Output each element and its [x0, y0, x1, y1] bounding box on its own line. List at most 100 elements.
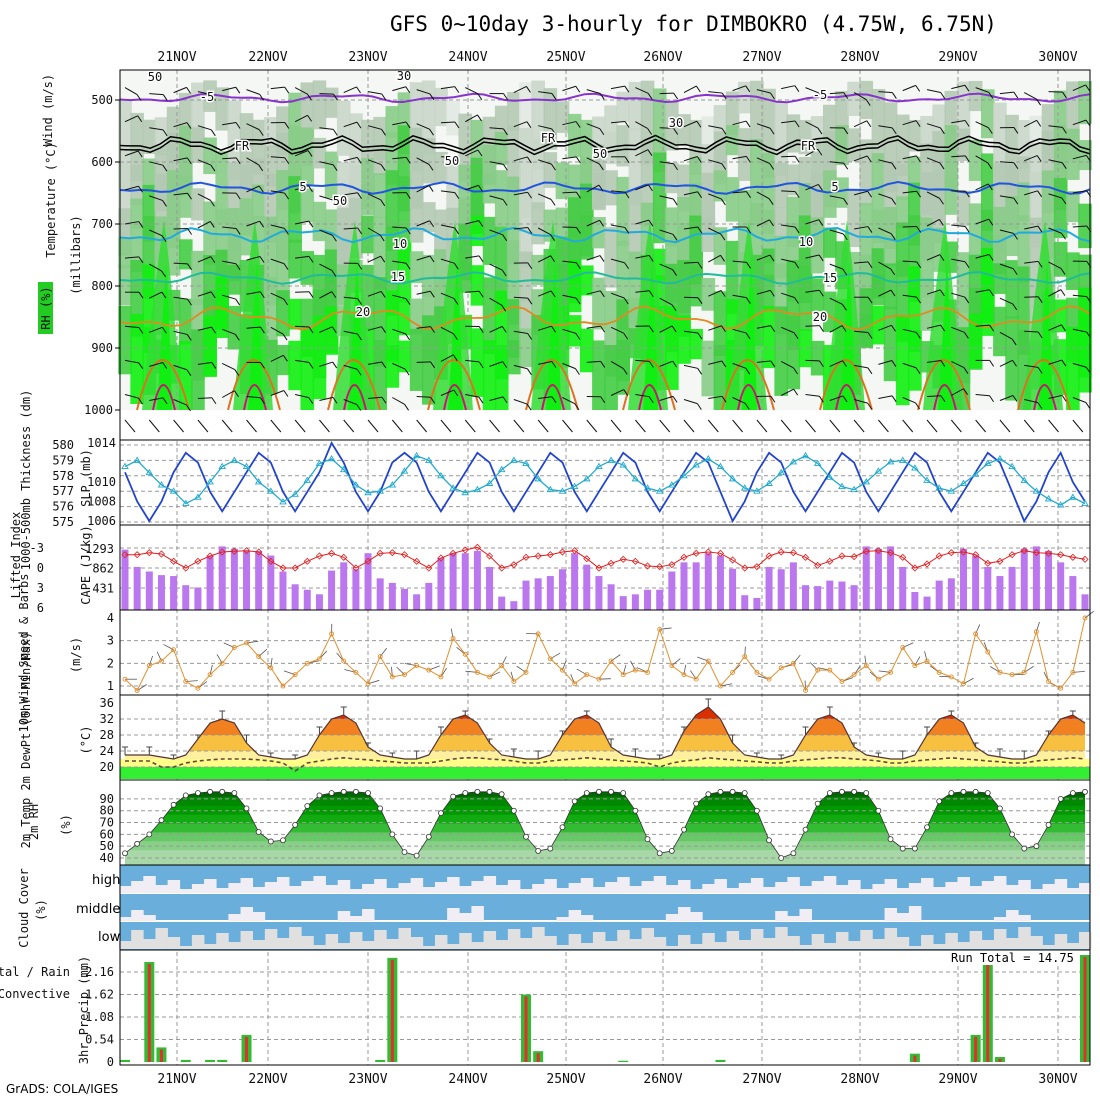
rh-shade-cell: [312, 80, 327, 130]
cape-bar: [777, 569, 785, 610]
date-top-21NOV: 21NOV: [157, 50, 196, 65]
cloud-low-bar: [119, 941, 132, 949]
wind-barb-feather: [745, 156, 751, 163]
thickness-point: [412, 451, 421, 459]
cloud-high-bar: [993, 876, 1007, 893]
thickness-point: [485, 479, 494, 486]
wind-barb: [295, 255, 310, 259]
wind10m-point: [219, 660, 225, 666]
wind-barb-feather: [405, 333, 410, 341]
rh-shade-cell: [665, 101, 679, 151]
wind-barb-feather: [818, 92, 823, 100]
wind-barb: [683, 226, 698, 230]
rh-shade-cell: [835, 125, 849, 166]
cloud-middle-bar: [337, 911, 351, 921]
cloud-high-bar: [556, 888, 569, 893]
wind-barb-feather: [527, 333, 533, 340]
lifted-index-point: [692, 549, 700, 557]
wind-barb: [975, 289, 990, 293]
rh-shade-cell: [956, 252, 971, 313]
cape-bar: [546, 576, 554, 610]
wind-barb: [391, 419, 403, 433]
rh-shade-cell: [494, 344, 509, 413]
cloud-high-bar: [131, 881, 144, 893]
wind10m-point: [596, 676, 602, 682]
wind-barb-feather: [307, 150, 313, 157]
wind-barb-feather: [333, 93, 338, 101]
wind-barb: [1024, 330, 1039, 333]
label-millibars: (millibars): [69, 215, 83, 294]
rh-shade-cell: [385, 106, 400, 138]
cape-bar: [267, 555, 275, 610]
wind-barb: [683, 155, 698, 162]
wind-barb-feather: [769, 219, 774, 227]
rh-shade-cell: [421, 254, 436, 298]
cloud-high-bar: [532, 884, 545, 893]
slp-tick-1014: 1014: [87, 436, 116, 450]
wind-barb: [270, 190, 285, 194]
cape-bar: [206, 555, 214, 610]
cloud-high-bar: [921, 878, 934, 893]
cloud-high-bar: [957, 877, 970, 893]
rh-shade-cell: [713, 227, 728, 265]
wind-barb: [562, 260, 577, 264]
wind-barb: [635, 254, 650, 259]
cloud-high-bar: [349, 889, 363, 893]
thickness-point: [534, 475, 542, 482]
wind-barb: [756, 89, 771, 94]
lifted-index-point: [911, 564, 919, 572]
wind-barb: [294, 114, 308, 123]
temp-band-mild: [120, 759, 1090, 767]
cloud-middle-bar: [131, 910, 144, 921]
lifted-index-point: [510, 561, 518, 569]
cloud-high-bar: [933, 887, 946, 893]
wind-barb-feather: [162, 129, 168, 137]
cloud-high-bar: [641, 881, 655, 893]
wind-barb-feather: [259, 291, 265, 299]
cape-bar: [449, 553, 457, 610]
cape-bar: [595, 576, 603, 610]
wind-barb: [951, 292, 965, 298]
cloud-low-bar: [896, 937, 910, 949]
wind-barb-feather: [817, 127, 823, 135]
wind-barb: [513, 227, 528, 230]
cloud-low-bar: [933, 944, 946, 949]
rh2m-point: [158, 817, 165, 824]
wind-barb: [197, 193, 211, 201]
wind-barb-feather: [161, 235, 167, 242]
rh-shade-cell: [895, 114, 910, 177]
wind-barb-feather: [501, 304, 507, 312]
cape-bar: [425, 582, 433, 610]
wind-barb: [756, 360, 771, 363]
wind-barb: [732, 260, 747, 263]
wind-barb-feather: [235, 192, 241, 200]
wind-barb: [149, 362, 163, 367]
wind-barb: [222, 86, 236, 92]
rh-shade-cell: [920, 278, 934, 331]
thickness-point: [668, 481, 676, 488]
wind10m-point: [207, 672, 213, 678]
wind-barb-feather: [210, 291, 216, 299]
wind-barb: [319, 291, 333, 299]
rh-shade-cell: [288, 176, 302, 243]
thickness-point: [157, 481, 166, 488]
wind-barb-feather: [624, 121, 630, 128]
wind-barb: [416, 419, 428, 433]
wind-barb: [1048, 289, 1062, 297]
lifted-index-point: [364, 557, 372, 565]
date-bottom-28NOV: 28NOV: [840, 1072, 879, 1087]
cape-bar: [1045, 550, 1053, 610]
wind10m-point: [146, 663, 152, 669]
wind-barb-feather: [501, 326, 507, 333]
wind-barb: [1048, 359, 1063, 365]
cloud-high-bar: [119, 886, 132, 893]
wind-barb: [465, 290, 480, 293]
cloud-low-bar: [993, 929, 1007, 949]
rh-shade-cell: [847, 128, 861, 162]
thickness-point: [425, 456, 433, 463]
date-top-29NOV: 29NOV: [938, 50, 977, 65]
wind-barb: [586, 290, 601, 295]
wind-barb: [902, 120, 917, 126]
rh-shade-cell: [409, 189, 424, 243]
contour-30-arch: [152, 384, 176, 411]
